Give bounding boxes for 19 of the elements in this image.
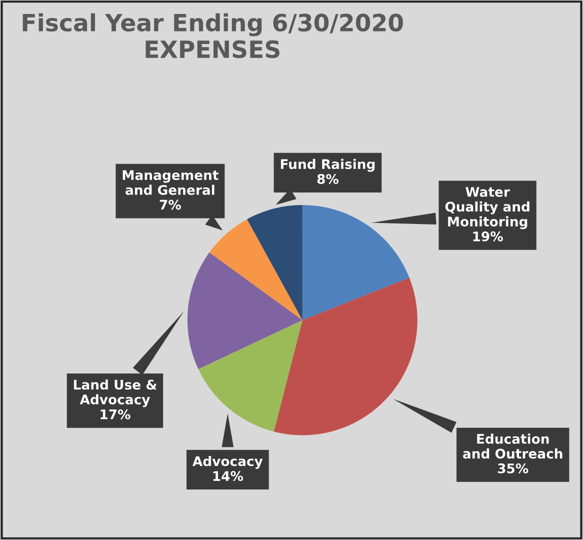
data-label: 7% [160,200,181,210]
data-label: 8% [317,174,338,184]
slice-label: Advocacy [192,456,263,469]
data-label: 35% [498,463,528,474]
pie-slice [209,219,302,320]
pie-slice [198,320,302,432]
slice-label: Education and Outreach [463,434,562,459]
pie-slice [302,204,410,320]
slice-label: Fund Raising [280,158,375,172]
slice-label: Water Quality and Monitoring [445,187,530,230]
pie-slice [274,278,418,436]
chart-title: Fiscal Year Ending 6/30/2020 EXPENSES [22,13,403,58]
data-label: 17% [100,409,130,420]
pie-slice [187,252,302,370]
data-label: 14% [213,471,244,482]
slice-label: Land Use & Advocacy [74,379,157,408]
slice-label: Management and General [122,170,218,195]
data-label: 19% [473,231,503,242]
pie-slice [247,204,302,320]
